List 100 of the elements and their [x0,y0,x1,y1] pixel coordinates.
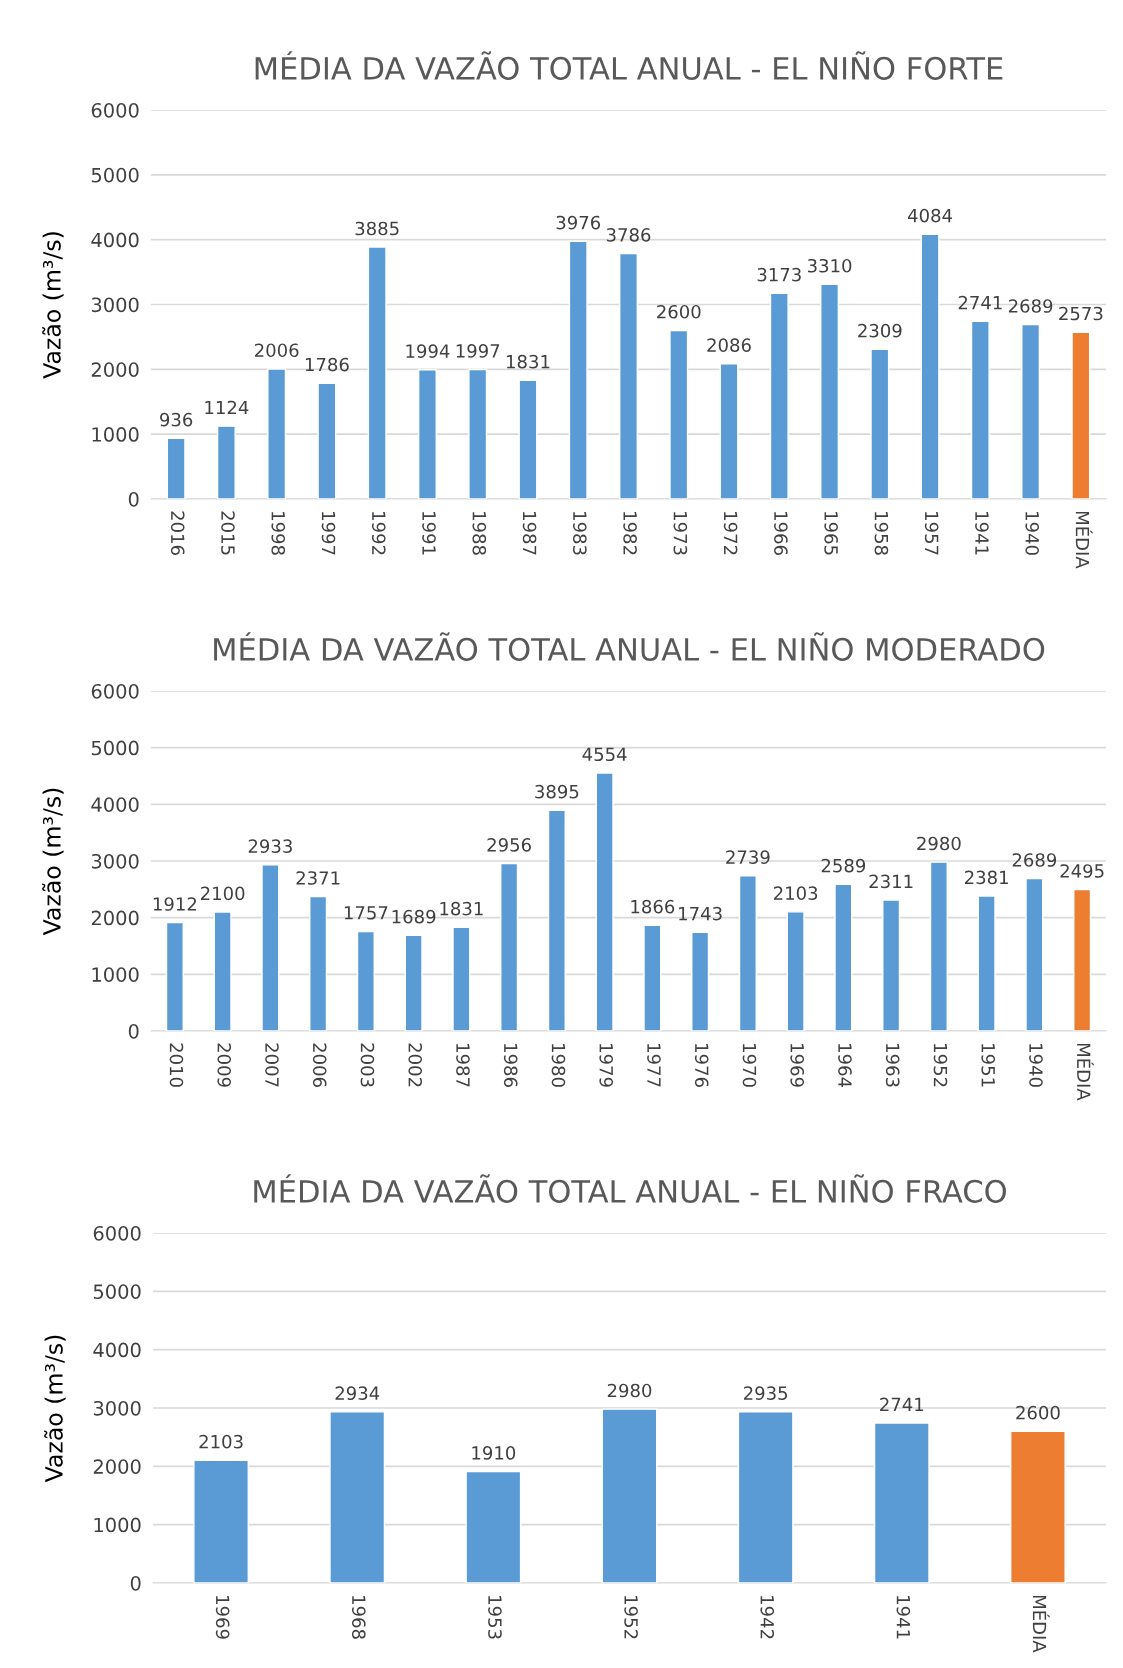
x-tick-label: 1987 [456,1044,470,1087]
data-label: 2381 [964,870,1008,885]
x-tick-label: 1982 [623,512,637,555]
bar [619,252,638,499]
x-tick-label: 1952 [624,1596,638,1639]
data-label: 3310 [807,258,852,273]
y-tick-label: 1000 [92,427,139,442]
data-label: 2600 [1016,1405,1060,1420]
bar [719,363,739,499]
data-label: 4084 [907,208,953,223]
x-tick-label: 1972 [723,512,738,555]
bar [929,861,948,1031]
data-label: 2741 [958,295,1002,310]
x-tick-label: 1940 [1025,512,1040,555]
y-tick-label: 4000 [91,797,139,812]
bar [568,240,588,499]
x-tick-label: 1951 [981,1044,996,1087]
y-tick-label: 4000 [93,1342,141,1358]
bar [452,926,471,1031]
bar [404,934,423,1031]
y-tick-label: 4000 [91,232,139,248]
bar [193,1459,249,1583]
x-tick-label: 1968 [351,1596,366,1639]
data-label: 1831 [506,354,550,369]
bar [601,1408,658,1583]
data-label: 3976 [556,215,601,230]
bar [317,382,337,499]
bar [166,437,186,499]
data-label: 2006 [255,343,299,358]
y-tick-label: 2000 [91,362,139,377]
bar [643,924,662,1031]
x-tick-label: 1997 [321,512,336,555]
y-tick-label: 3000 [91,297,139,313]
x-tick-label: 1969 [790,1044,805,1087]
x-tick-label: 1992 [371,512,386,555]
data-label: 1689 [392,909,436,924]
data-label: 2689 [1008,299,1053,313]
bar [595,772,614,1031]
y-tick-label: 0 [128,491,139,507]
x-tick-label: 1965 [824,512,838,555]
data-label: 2311 [869,874,913,889]
data-label: 3895 [535,784,579,799]
data-label: 1994 [406,344,450,358]
data-label: 2956 [487,838,531,852]
y-tick-label: 5000 [91,740,139,756]
bar [309,895,328,1031]
data-label: 4554 [582,747,627,762]
x-tick-label: 1963 [885,1044,900,1087]
bar [261,864,280,1031]
bar [417,369,437,499]
data-label: 1866 [631,899,675,914]
data-label: 2495 [1060,864,1104,878]
y-tick-label: 5000 [91,167,139,183]
bar [216,425,236,499]
data-label: 2309 [858,323,902,338]
data-label: 2980 [917,836,961,851]
bar [165,921,184,1031]
bar [1071,331,1091,499]
x-tick-label: 2016 [170,511,185,555]
bar [786,911,805,1031]
y-tick-label: 0 [130,1575,141,1591]
y-tick-label: 6000 [91,683,139,699]
y-tick-label: 1000 [94,1517,141,1533]
x-tick-label: 1940 [1029,1044,1043,1087]
data-label: 2100 [200,886,245,901]
data-label: 1757 [344,906,388,920]
data-label: 2739 [726,850,770,864]
data-label: 2103 [199,1434,243,1449]
data-label: 2573 [1059,306,1103,321]
y-tick-label: 6000 [93,1225,141,1241]
x-tick-label: 1979 [599,1044,614,1087]
data-label: 3173 [757,267,801,282]
y-axis-title: Vazão (m³/s) [42,788,64,936]
data-label: 2935 [743,1386,788,1400]
bar [669,329,689,499]
bar [465,1470,522,1583]
data-label: 1997 [456,344,500,358]
y-tick-label: 2000 [91,910,139,926]
x-tick-label: 1952 [933,1044,948,1087]
data-label: 2933 [248,839,292,853]
bar [1073,888,1092,1031]
data-label: 1743 [679,906,722,921]
bar [820,283,840,499]
data-label: 2600 [657,304,701,319]
bar [882,899,901,1031]
x-tick-label: MÉDIA [1077,1043,1094,1101]
bar [737,1411,794,1583]
bar [769,292,789,499]
bar [1025,877,1044,1031]
x-tick-label: 1953 [488,1596,502,1639]
x-tick-label: 1941 [975,512,989,555]
bar [870,348,890,499]
x-tick-label: MÉDIA [1032,1595,1050,1653]
data-label: 2589 [821,858,866,873]
y-tick-label: 0 [128,1023,139,1039]
bar [970,320,990,499]
data-label: 3885 [355,221,399,236]
data-label: 1910 [472,1446,516,1460]
y-tick-label: 2000 [93,1459,141,1474]
data-label: 1786 [305,357,349,372]
